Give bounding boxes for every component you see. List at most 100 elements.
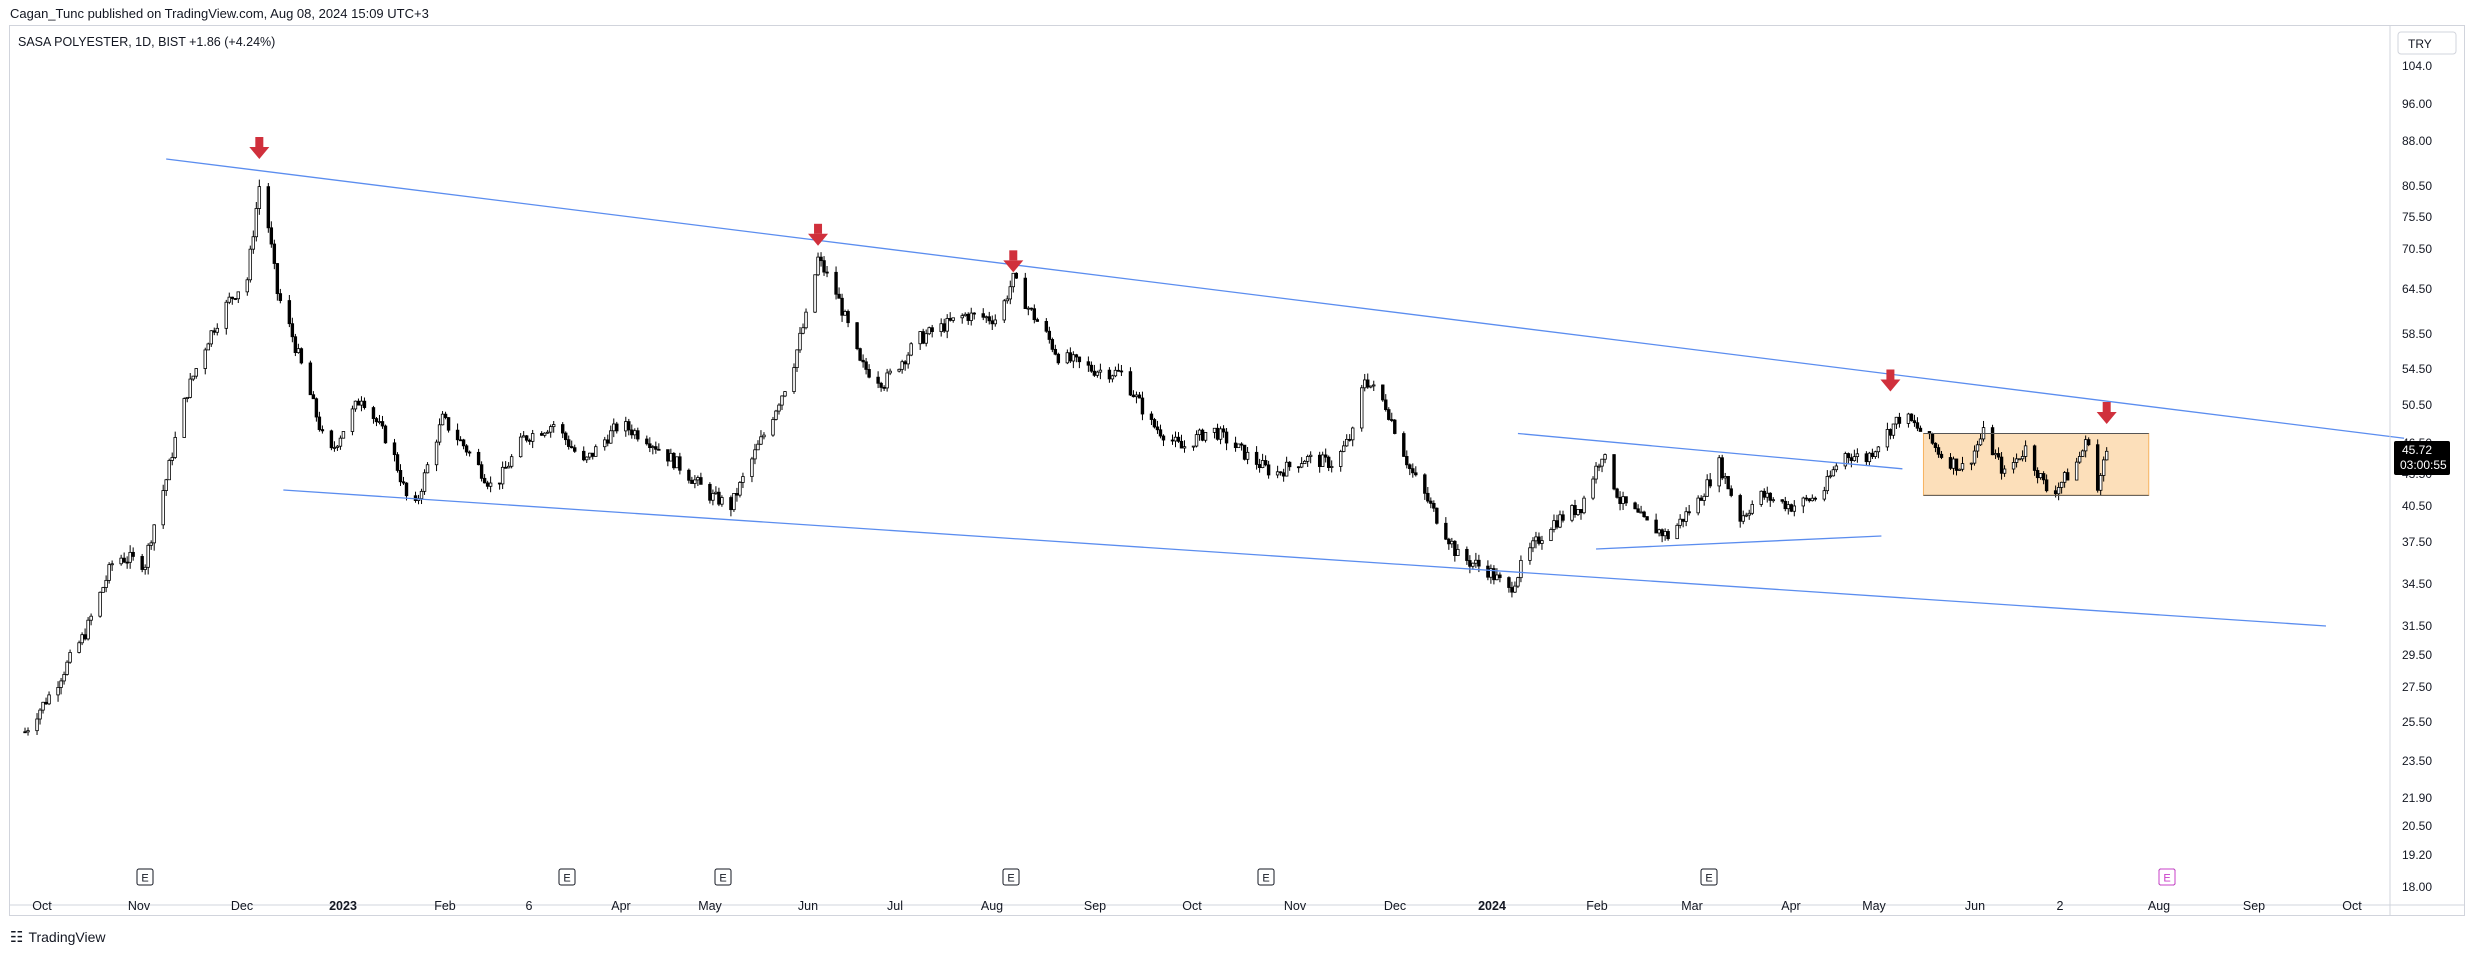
candle-body bbox=[858, 348, 862, 361]
candle-body bbox=[969, 312, 973, 321]
candle-body bbox=[645, 438, 649, 445]
candle-body bbox=[1140, 397, 1145, 415]
symbol-legend[interactable]: SASA POLYESTER, 1D, BIST +1.86 (+4.24%) bbox=[18, 35, 276, 49]
candle bbox=[1792, 500, 1796, 517]
footer-brand[interactable]: ☷ TradingView bbox=[10, 928, 106, 946]
candle bbox=[311, 391, 316, 400]
candle bbox=[1011, 272, 1015, 293]
candle-body bbox=[1369, 385, 1373, 388]
candle bbox=[1759, 490, 1763, 507]
candle bbox=[837, 287, 841, 299]
candle bbox=[164, 478, 168, 496]
candle-body bbox=[711, 493, 715, 501]
candle-body bbox=[2086, 439, 2091, 446]
candle bbox=[1005, 295, 1009, 304]
candle bbox=[699, 472, 703, 485]
candle bbox=[1008, 280, 1012, 305]
candle-body bbox=[1089, 364, 1094, 372]
candle-body bbox=[717, 491, 721, 505]
candle-body bbox=[813, 274, 817, 313]
candle-body bbox=[2035, 470, 2040, 479]
candle bbox=[1257, 458, 1262, 473]
candle bbox=[606, 434, 610, 447]
candle bbox=[795, 349, 799, 373]
candle-body bbox=[1918, 427, 1923, 432]
candle bbox=[666, 449, 670, 467]
candle-body bbox=[2098, 475, 2103, 491]
candle-body bbox=[1026, 307, 1031, 310]
candle-body bbox=[1624, 496, 1628, 504]
candle-body bbox=[867, 369, 871, 378]
candle-body bbox=[1011, 272, 1015, 288]
candle bbox=[548, 424, 553, 438]
time-tick-label: May bbox=[698, 899, 722, 913]
candle bbox=[1134, 391, 1139, 404]
candle bbox=[1891, 423, 1896, 439]
candle bbox=[1179, 434, 1184, 449]
candle bbox=[1687, 504, 1691, 516]
candle-body bbox=[1948, 457, 1953, 469]
candle bbox=[990, 315, 994, 331]
candle-body bbox=[750, 458, 754, 477]
trendline-mid-upper bbox=[1517, 432, 1903, 470]
candle bbox=[1077, 356, 1082, 369]
candle-body bbox=[1393, 419, 1397, 434]
candle-body bbox=[669, 452, 673, 462]
candle-body bbox=[903, 361, 907, 365]
candle bbox=[215, 323, 219, 336]
candle bbox=[2101, 456, 2106, 482]
candle-body bbox=[636, 430, 640, 440]
candle bbox=[1221, 425, 1226, 438]
candle bbox=[1855, 448, 1860, 463]
candle bbox=[1579, 509, 1583, 520]
candle bbox=[1320, 451, 1325, 467]
candle bbox=[1239, 442, 1244, 451]
candle-body bbox=[509, 456, 514, 467]
candle bbox=[1149, 411, 1154, 426]
candle bbox=[1131, 390, 1136, 398]
candle bbox=[47, 691, 51, 706]
candle-body bbox=[224, 301, 228, 329]
candle-body bbox=[1453, 540, 1457, 556]
candle-body bbox=[44, 701, 48, 705]
candle bbox=[1768, 492, 1772, 507]
candle bbox=[675, 456, 679, 469]
candle-body bbox=[1170, 439, 1175, 442]
candle bbox=[1885, 422, 1890, 451]
chart-frame bbox=[9, 25, 2465, 916]
candle bbox=[1771, 497, 1775, 503]
candle bbox=[1323, 448, 1328, 463]
candle-body bbox=[1134, 394, 1139, 398]
candle bbox=[188, 372, 192, 399]
candle-body bbox=[392, 442, 397, 456]
candle-body bbox=[1996, 453, 2001, 458]
candle-body bbox=[434, 441, 439, 466]
candle-body bbox=[585, 456, 589, 461]
candle bbox=[350, 405, 355, 436]
candle-body bbox=[521, 435, 526, 438]
candle bbox=[1675, 523, 1679, 540]
candle bbox=[1804, 494, 1809, 502]
candle bbox=[1468, 555, 1472, 574]
candle bbox=[1369, 385, 1373, 389]
candle bbox=[503, 461, 508, 469]
footer-brand-label: TradingView bbox=[28, 929, 106, 945]
candle bbox=[813, 274, 817, 314]
candle-body bbox=[1804, 497, 1809, 500]
candle-body bbox=[59, 680, 63, 688]
candle-body bbox=[948, 318, 952, 321]
candle bbox=[669, 448, 673, 462]
candle bbox=[780, 395, 784, 411]
candle bbox=[801, 323, 805, 335]
candle-body bbox=[1552, 520, 1556, 530]
candle-body bbox=[1005, 298, 1009, 302]
candle bbox=[945, 314, 949, 339]
candle-body bbox=[1023, 277, 1028, 309]
earnings-markers: EEEEEEEE bbox=[136, 868, 2176, 886]
candle-body bbox=[1008, 286, 1012, 300]
candle bbox=[879, 381, 883, 392]
candle-body bbox=[206, 343, 210, 351]
candle bbox=[729, 495, 733, 517]
candle bbox=[1615, 487, 1619, 499]
